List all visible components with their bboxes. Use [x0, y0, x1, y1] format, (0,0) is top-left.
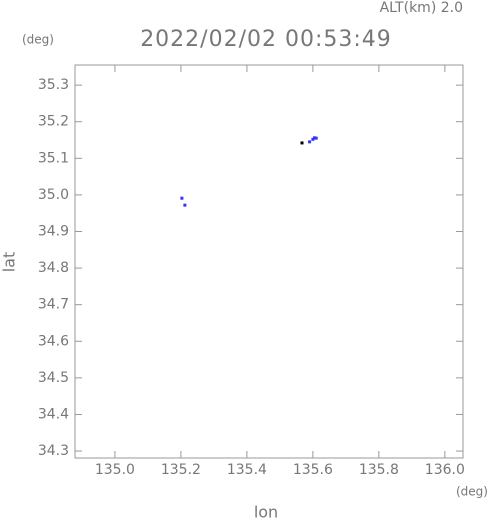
- point: [314, 136, 318, 140]
- point: [311, 137, 315, 141]
- x-unit: (deg): [456, 485, 488, 499]
- y-tick-label: 35.1: [38, 150, 69, 166]
- y-axis-label: lat: [0, 252, 19, 273]
- plot-frame: [74, 64, 464, 459]
- y-tick-label: 35.3: [38, 77, 69, 93]
- x-tick-label: 135.0: [95, 462, 135, 478]
- y-unit: (deg): [22, 33, 54, 47]
- x-tick-label: 135.4: [227, 462, 267, 478]
- y-tick-label: 34.4: [38, 406, 69, 422]
- x-tick-label: 136.0: [425, 462, 465, 478]
- y-tick-label: 34.8: [38, 260, 69, 276]
- x-axis-label: lon: [254, 503, 278, 521]
- y-tick-label: 34.7: [38, 297, 69, 313]
- y-tick-label: 34.3: [38, 443, 69, 459]
- point: [300, 141, 304, 145]
- x-tick-label: 135.8: [359, 462, 399, 478]
- point: [313, 136, 317, 140]
- y-tick-label: 34.6: [38, 333, 69, 349]
- y-tick-label: 35.2: [38, 114, 69, 130]
- point: [183, 203, 187, 207]
- x-tick-label: 135.6: [293, 462, 333, 478]
- y-tick-label: 34.9: [38, 223, 69, 239]
- y-tick-label: 35.0: [38, 187, 69, 203]
- point: [180, 196, 184, 200]
- subtitle: ALT(km) 2.0: [380, 0, 463, 16]
- point: [308, 140, 312, 144]
- y-tick-label: 34.5: [38, 370, 69, 386]
- chart-title: 2022/02/02 00:53:49: [140, 27, 392, 52]
- x-tick-label: 135.2: [161, 462, 201, 478]
